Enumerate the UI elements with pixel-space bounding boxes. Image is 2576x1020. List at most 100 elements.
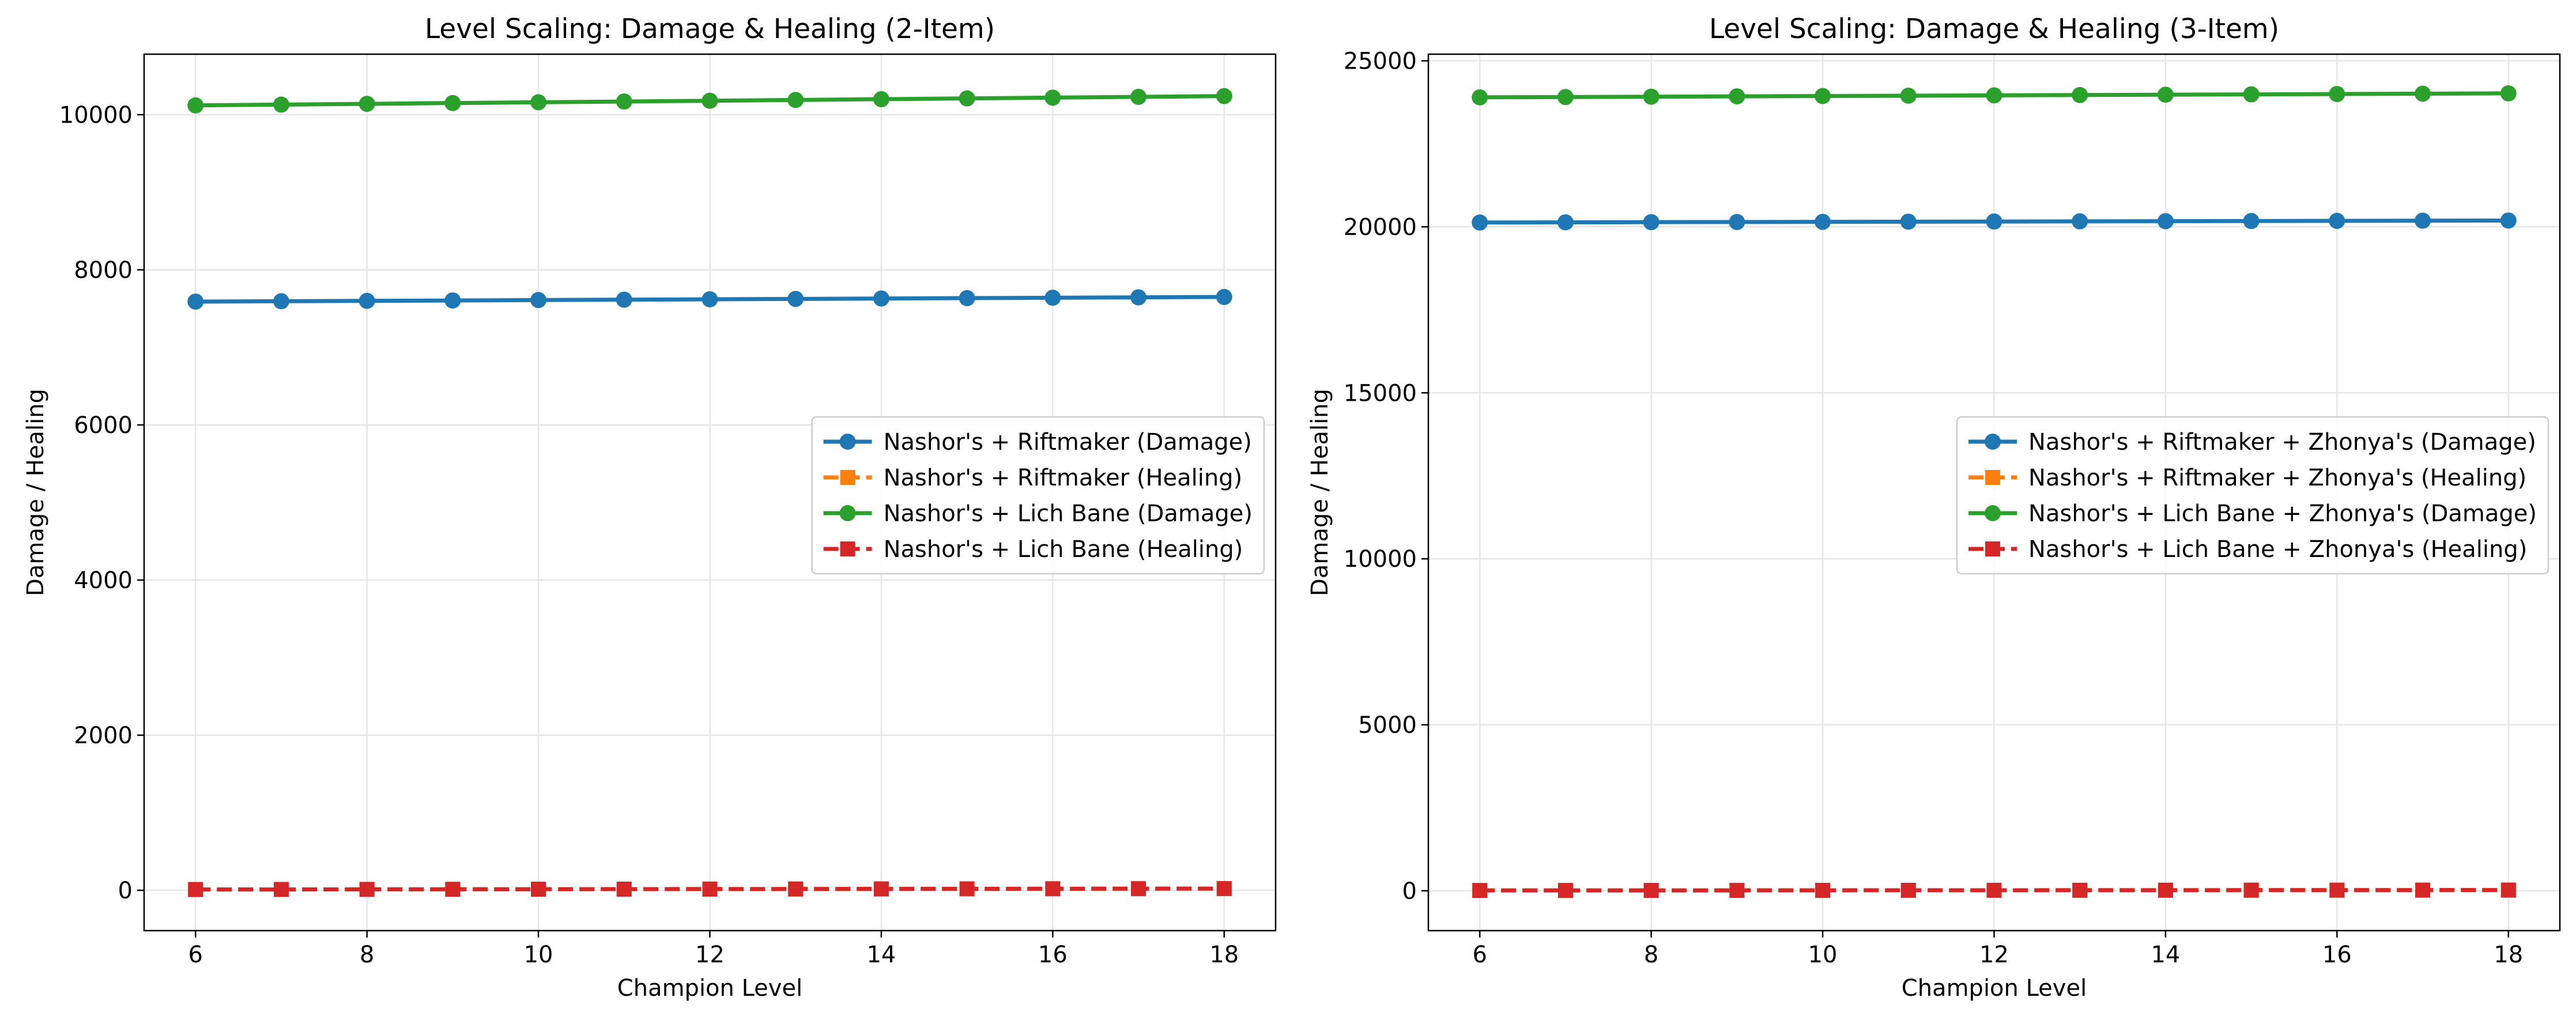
data-point	[1815, 213, 1831, 230]
data-point	[1815, 88, 1831, 104]
x-tick-label: 6	[188, 942, 203, 968]
y-tick-label: 0	[1402, 878, 1417, 905]
data-point	[1900, 213, 1917, 230]
data-point	[2329, 86, 2345, 103]
legend-handle-marker	[1985, 434, 2001, 450]
y-tick-label: 10000	[1344, 546, 1417, 573]
data-point	[616, 93, 632, 110]
data-point	[702, 881, 718, 897]
data-point	[1986, 87, 2002, 104]
data-point	[188, 882, 203, 897]
data-point	[701, 291, 718, 308]
data-point	[273, 96, 289, 113]
data-point	[2243, 213, 2260, 229]
legend-handle-marker	[1985, 470, 2001, 485]
y-tick-label: 15000	[1344, 380, 1417, 407]
x-tick-label: 18	[2494, 942, 2523, 968]
y-tick-label: 5000	[1358, 712, 1417, 739]
data-point	[787, 92, 804, 108]
series-1	[187, 289, 1232, 310]
legend-label: Nashor's + Riftmaker + Zhonya's (Damage)	[2028, 429, 2536, 456]
legend-label: Nashor's + Lich Bane + Zhonya's (Damage)	[2028, 500, 2537, 527]
data-point	[1643, 883, 1659, 898]
y-tick-label: 4000	[74, 567, 133, 594]
series-3	[1472, 85, 2517, 106]
x-tick-label: 12	[695, 942, 725, 968]
y-axis-label: Damage / Healing	[22, 389, 49, 596]
data-point	[1643, 214, 1659, 231]
data-point	[2243, 86, 2260, 103]
data-point	[187, 293, 204, 310]
x-axis-label: Champion Level	[1902, 975, 2087, 1002]
x-tick-label: 8	[360, 942, 374, 968]
y-tick-label: 2000	[74, 722, 133, 749]
data-point	[2072, 882, 2088, 898]
data-point	[273, 882, 289, 897]
y-axis-label: Damage / Healing	[1307, 389, 1333, 596]
legend-label: Nashor's + Lich Bane (Healing)	[884, 536, 1243, 563]
data-point	[2500, 882, 2516, 898]
legend-handle-marker	[1985, 505, 2001, 521]
x-tick-label: 8	[1644, 942, 1658, 968]
x-tick-label: 10	[524, 942, 553, 968]
data-point	[1557, 883, 1573, 898]
data-point	[1044, 289, 1061, 306]
data-point	[1472, 89, 1488, 106]
legend-box	[811, 416, 1265, 575]
chart-panel-2: 6 8 10 12 14 16 18 0 5000 10000 15000 20000 25000 Lev…	[1307, 13, 2561, 1002]
data-point	[1216, 881, 1232, 897]
data-point	[2329, 213, 2345, 229]
x-tick-label: 14	[2151, 942, 2180, 968]
x-tick-label: 6	[1473, 942, 1487, 968]
data-point	[1900, 87, 1917, 104]
data-point	[2415, 212, 2431, 229]
data-point	[2415, 882, 2431, 898]
data-point	[187, 97, 204, 114]
legend-handle-marker	[1985, 541, 2001, 556]
y-tick-label: 20000	[1344, 214, 1417, 240]
data-point	[701, 92, 718, 109]
x-tick-label: 10	[1808, 942, 1838, 968]
y-tick-label: 6000	[74, 412, 133, 439]
x-tick-label: 14	[866, 942, 896, 968]
x-tick-label: 16	[1038, 942, 1068, 968]
data-point	[873, 881, 889, 897]
data-point	[2329, 882, 2345, 898]
data-point	[1130, 289, 1147, 306]
y-tick-label: 8000	[74, 257, 133, 284]
data-point	[873, 290, 889, 307]
data-point	[2243, 882, 2259, 898]
data-point	[1044, 89, 1061, 106]
data-point	[1472, 214, 1488, 231]
y-tick-label: 0	[118, 878, 133, 904]
legend-box	[1956, 416, 2549, 575]
data-point	[873, 91, 889, 108]
legend-label: Nashor's + Lich Bane (Damage)	[884, 500, 1253, 527]
legend-label: Nashor's + Riftmaker + Zhonya's (Healing…	[2028, 465, 2526, 491]
series-3	[187, 88, 1232, 114]
data-point	[2500, 212, 2517, 229]
data-point	[530, 94, 547, 111]
data-point	[1130, 88, 1147, 105]
data-point	[1729, 214, 1745, 231]
data-point	[359, 882, 375, 897]
series-4	[188, 881, 1232, 897]
data-point	[616, 882, 632, 897]
legend-handle-marker	[840, 541, 855, 556]
data-point	[1045, 881, 1061, 897]
legend: Nashor's + Riftmaker (Damage) Nashor's + …	[811, 416, 1265, 575]
data-point	[1216, 88, 1232, 104]
legend-handle-marker	[839, 434, 856, 450]
data-point	[1815, 883, 1831, 898]
series-4	[1472, 882, 2516, 898]
data-point	[1729, 883, 1745, 898]
data-point	[959, 290, 975, 307]
data-point	[1643, 88, 1659, 105]
data-point	[1986, 213, 2002, 230]
data-point	[1557, 89, 1574, 106]
data-point	[959, 881, 975, 897]
chart-panel-1: 6 8 10 12 14 16 18 0 2000 4000 6000 8000 10000 Level …	[22, 13, 1277, 1002]
y-tick-label: 25000	[1344, 48, 1417, 75]
data-point	[1729, 88, 1745, 105]
